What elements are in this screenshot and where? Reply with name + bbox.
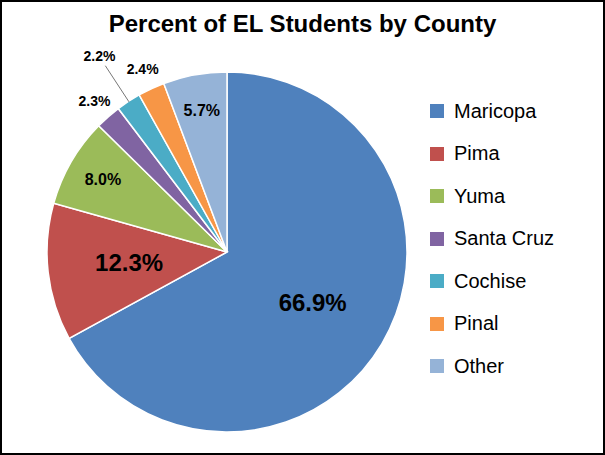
svg-text:5.7%: 5.7% bbox=[184, 102, 220, 119]
html-text:Percent of EL Students by Coun: Percent of EL Students by County bbox=[108, 10, 497, 37]
html-text:Yuma: Yuma bbox=[454, 184, 506, 207]
html-text:Other: Other bbox=[454, 354, 504, 377]
svg-text:2.2%: 2.2% bbox=[83, 48, 115, 64]
svg-text:66.9%: 66.9% bbox=[279, 289, 347, 316]
svg-text:12.3%: 12.3% bbox=[95, 249, 163, 276]
html-text:Pima: Pima bbox=[454, 142, 500, 165]
html-text:Santa Cruz: Santa Cruz bbox=[454, 227, 555, 250]
svg-text:2.3%: 2.3% bbox=[78, 93, 110, 109]
html-text:Cochise: Cochise bbox=[454, 269, 527, 292]
svg-text:2.4%: 2.4% bbox=[127, 61, 159, 77]
html-text:Maricopa: Maricopa bbox=[454, 99, 537, 122]
html-text:Pinal: Pinal bbox=[454, 312, 499, 335]
svg-text:8.0%: 8.0% bbox=[85, 171, 121, 188]
